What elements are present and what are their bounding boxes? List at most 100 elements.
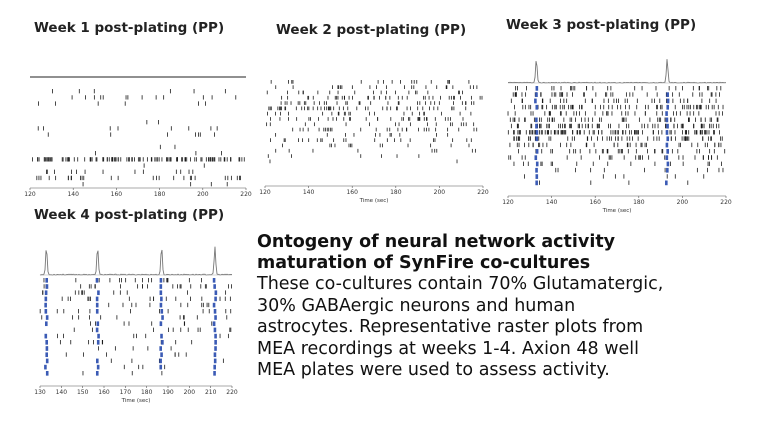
x-tick-label: 140: [546, 199, 558, 206]
burst-spike-mark: [213, 358, 217, 364]
burst-spike-mark: [535, 136, 539, 142]
burst-spike-mark: [214, 315, 217, 320]
channel-row: [292, 127, 478, 132]
burst-spike-mark: [666, 92, 669, 98]
burst-spike-mark: [159, 364, 163, 370]
x-tick-label: 170: [120, 389, 132, 396]
x-tick-label: 220: [720, 199, 732, 206]
burst-spike-mark: [45, 340, 48, 345]
burst-spike-mark: [665, 130, 669, 135]
description-body-line1: These co-cultures contain 70% Glutamater…: [257, 274, 664, 294]
burst-spike-mark: [97, 290, 100, 296]
channel-row: [507, 111, 723, 116]
channel-row: [146, 120, 159, 125]
burst-spike-mark: [95, 302, 99, 308]
burst-spike-mark: [95, 296, 99, 302]
channel-row: [270, 80, 470, 84]
x-tick-label: 180: [633, 199, 645, 206]
burst-spike-mark: [665, 111, 668, 116]
week2-raster-plot: 120 140 160 180 200 220 Time (sec): [259, 80, 489, 204]
channel-row: [41, 315, 228, 320]
channel-row: [270, 138, 472, 143]
channel-row: [44, 296, 231, 302]
spike-histogram-line: [39, 246, 233, 276]
burst-spike-mark: [665, 155, 669, 161]
burst-spike-mark: [45, 278, 49, 283]
burst-spike-mark: [535, 130, 539, 135]
week3-raster-plot: 120 140 160 180 200 220 Time (sec): [502, 59, 732, 214]
burst-spike-mark: [96, 358, 99, 364]
burst-spike-mark: [160, 333, 163, 339]
description-title-line2: maturation of SynFire co-cultures: [257, 253, 591, 273]
burst-spike-mark: [96, 340, 100, 345]
channel-row: [44, 364, 216, 370]
burst-spike-mark: [44, 321, 48, 327]
channel-row: [535, 167, 724, 173]
x-tick-label: 120: [502, 199, 514, 206]
channel-row: [37, 126, 218, 131]
burst-spike-mark: [666, 167, 669, 173]
burst-spike-mark: [666, 161, 670, 167]
description-title-line1: Ontogeny of neural network activity: [257, 232, 616, 252]
channel-row: [44, 333, 229, 339]
x-tick-label: 180: [154, 191, 166, 198]
burst-spike-mark: [213, 284, 216, 289]
x-tick-label: 200: [184, 389, 196, 396]
channel-row: [52, 89, 226, 94]
channel-row: [269, 159, 458, 164]
x-tick-label: 190: [162, 389, 174, 396]
description-body-line2: 30% GABAergic neurons and human: [257, 295, 576, 316]
channel-row: [507, 130, 720, 135]
burst-spike-mark: [96, 321, 100, 327]
x-tick-label: 210: [205, 389, 217, 396]
x-tick-label: 150: [77, 389, 89, 396]
x-tick-label: 130: [34, 389, 46, 396]
channel-row: [275, 148, 476, 153]
channel-row: [510, 98, 717, 104]
burst-spike-mark: [666, 98, 670, 104]
channel-row: [280, 101, 475, 105]
burst-spike-mark: [161, 340, 164, 345]
channel-row: [71, 95, 237, 100]
week3-title: Week 3 post-plating (PP): [506, 17, 697, 33]
channel-row: [509, 142, 722, 148]
burst-spike-mark: [44, 364, 47, 370]
burst-spike-mark: [159, 290, 163, 296]
burst-spike-mark: [214, 340, 217, 345]
channel-row: [266, 90, 463, 95]
x-tick-label: 220: [240, 191, 252, 198]
week1-title: Week 1 post-plating (PP): [34, 20, 225, 36]
spike-histogram-line: [508, 59, 726, 84]
description-body-line5: MEA plates were used to assess activity.: [257, 360, 610, 380]
burst-spike-mark: [160, 309, 164, 314]
channel-row: [44, 302, 216, 308]
x-tick-label: 160: [111, 191, 123, 198]
channel-row: [46, 169, 194, 174]
channel-row: [42, 290, 227, 296]
channel-row: [73, 327, 232, 333]
channel-row: [510, 123, 720, 129]
burst-spike-mark: [96, 364, 100, 370]
channel-row: [45, 340, 217, 345]
channel-row: [38, 101, 206, 106]
burst-spike-mark: [159, 278, 163, 283]
burst-spike-mark: [159, 284, 163, 289]
week4-title: Week 4 post-plating (PP): [34, 207, 225, 223]
burst-spike-mark: [213, 364, 216, 370]
burst-spike-mark: [161, 315, 164, 320]
channel-row: [82, 182, 228, 187]
burst-spike-mark: [44, 333, 48, 339]
channel-row: [513, 161, 722, 167]
burst-spike-mark: [535, 149, 539, 154]
burst-spike-mark: [213, 352, 217, 358]
burst-spike-mark: [44, 290, 48, 296]
x-tick-label: 200: [197, 191, 209, 198]
x-tick-label: 120: [259, 189, 271, 196]
burst-spike-mark: [535, 167, 538, 173]
channel-row: [535, 180, 689, 186]
channel-row: [39, 309, 232, 314]
burst-spike-mark: [214, 290, 218, 296]
burst-spike-mark: [534, 155, 538, 161]
burst-spike-mark: [535, 104, 539, 110]
channel-row: [275, 133, 449, 137]
